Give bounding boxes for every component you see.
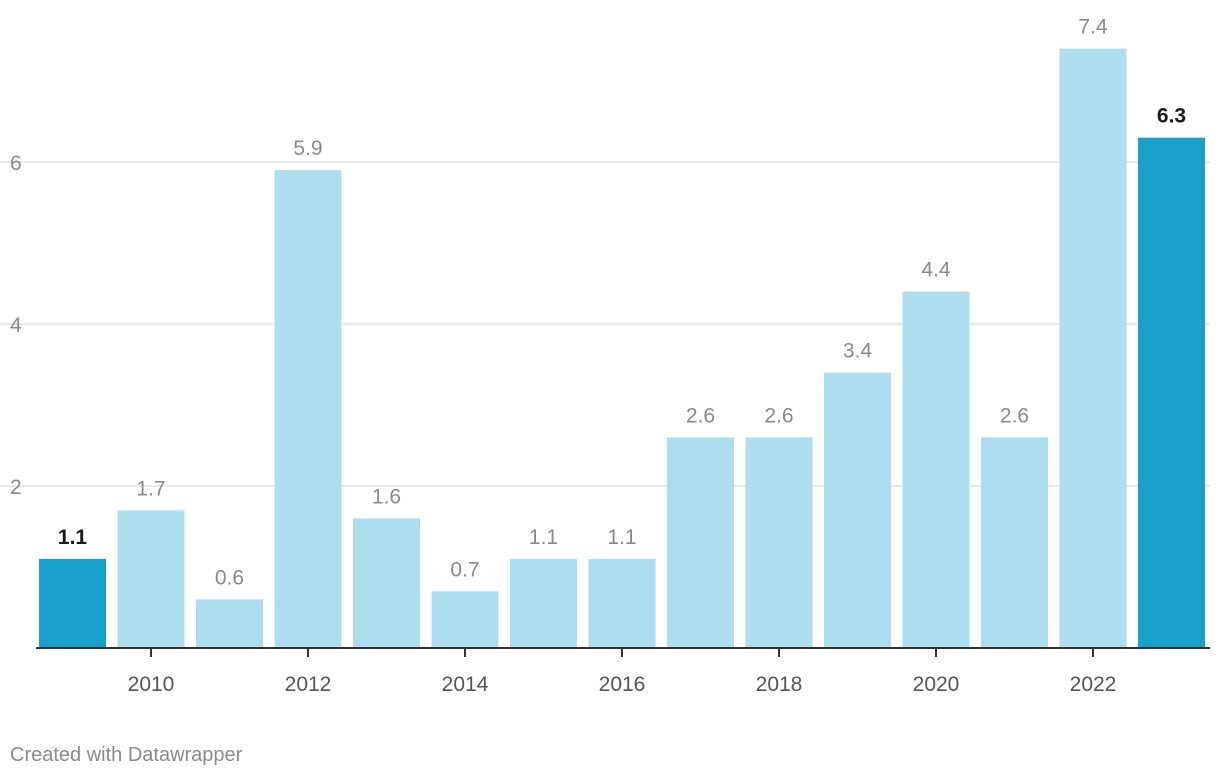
bar-2019 xyxy=(824,372,891,648)
data-label-2023: 6.3 xyxy=(1157,105,1186,128)
bar-2017 xyxy=(667,437,734,648)
bar-2010 xyxy=(117,510,185,648)
data-label-2010: 1.7 xyxy=(136,477,165,500)
data-label-2012: 5.9 xyxy=(293,137,322,160)
data-label-2021: 2.6 xyxy=(1000,404,1029,427)
credit-text: Created with Datawrapper xyxy=(10,744,243,766)
data-label-2022: 7.4 xyxy=(1078,16,1108,39)
bar-2016 xyxy=(588,558,656,648)
bar-2022 xyxy=(1059,48,1127,649)
bars xyxy=(39,48,1205,649)
x-tick-label-2022: 2022 xyxy=(1070,673,1117,696)
data-label-2015: 1.1 xyxy=(529,526,558,549)
x-tick-label-2014: 2014 xyxy=(442,673,489,696)
data-labels: 1.1 1.7 0.6 5.9 1.6 0.7 1.1 1.1 2.6 2.6 3.4 4.4 2.6 7… xyxy=(58,16,1186,590)
y-tick-label-2: 2 xyxy=(10,476,22,499)
x-tick-label-2018: 2018 xyxy=(756,673,803,696)
data-label-2016: 1.1 xyxy=(607,526,636,549)
y-tick-label-4: 4 xyxy=(10,314,22,337)
bar-2014 xyxy=(431,591,499,648)
bar-2018 xyxy=(745,437,813,648)
bar-2020 xyxy=(902,291,970,648)
data-label-2013: 1.6 xyxy=(372,485,401,508)
bar-2013 xyxy=(353,518,420,648)
bar-2015 xyxy=(510,558,577,648)
data-label-2020: 4.4 xyxy=(921,259,951,282)
bar-2012 xyxy=(274,170,342,648)
x-tick-label-2012: 2012 xyxy=(285,673,332,696)
x-tick-label-2016: 2016 xyxy=(599,673,646,696)
bar-2021 xyxy=(981,437,1048,648)
x-tick-label-2020: 2020 xyxy=(913,673,960,696)
bar-2023 xyxy=(1138,137,1205,648)
data-label-2014: 0.7 xyxy=(450,558,479,581)
y-tick-label-6: 6 xyxy=(10,152,22,175)
data-label-2011: 0.6 xyxy=(215,566,244,589)
data-label-2018: 2.6 xyxy=(764,404,793,427)
data-label-2019: 3.4 xyxy=(843,340,873,363)
x-axis-ticks: 2010 2012 2014 2016 2018 2020 2022 xyxy=(128,648,1117,696)
data-label-2009: 1.1 xyxy=(58,526,88,549)
data-label-2017: 2.6 xyxy=(686,404,715,427)
x-tick-label-2010: 2010 xyxy=(128,673,175,696)
bar-2011 xyxy=(196,599,263,648)
bar-2009 xyxy=(39,558,106,648)
y-axis-ticks: 2 4 6 xyxy=(10,152,22,499)
